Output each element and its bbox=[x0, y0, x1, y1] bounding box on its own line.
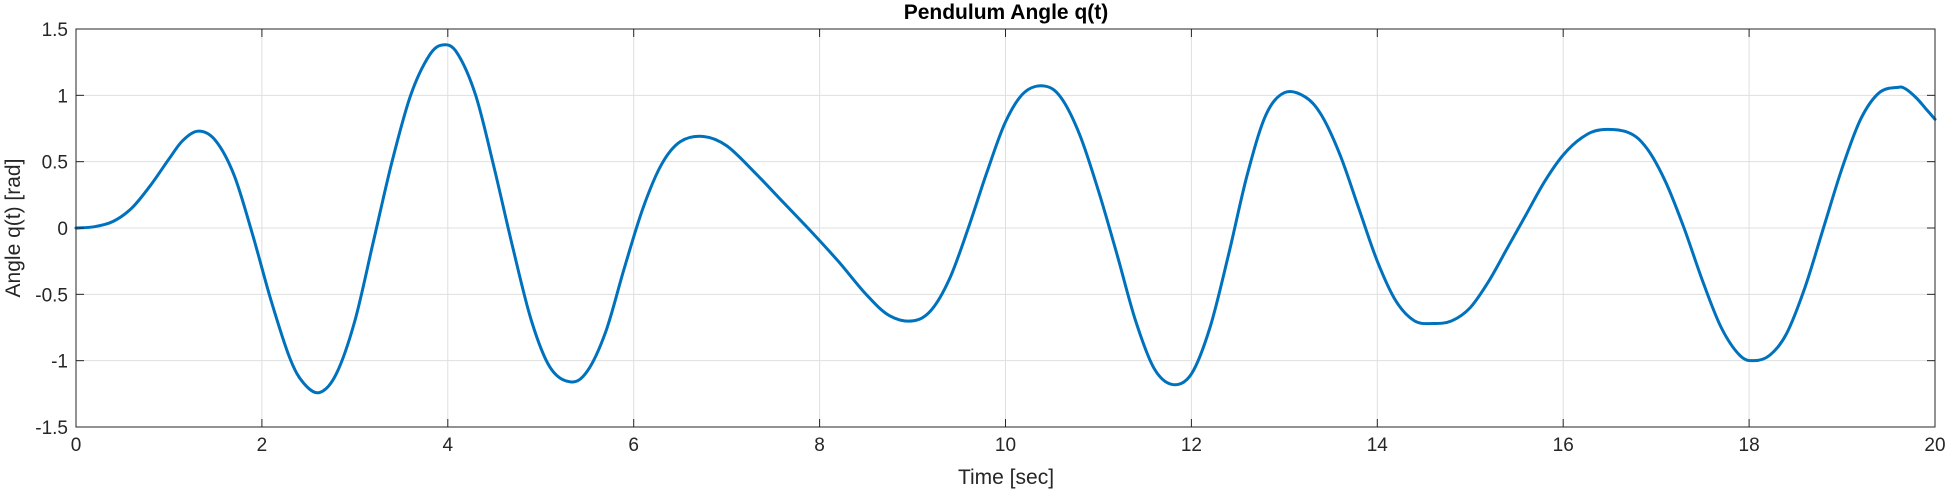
x-tick-labels: 0 2 4 6 8 10 12 14 16 18 20 bbox=[71, 435, 1946, 456]
x-axis-label: Time [sec] bbox=[958, 466, 1054, 489]
x-tick-label: 2 bbox=[257, 435, 268, 456]
chart-title: Pendulum Angle q(t) bbox=[904, 1, 1109, 24]
y-axis-label: Angle q(t) [rad] bbox=[2, 159, 25, 298]
y-tick-label: -1.5 bbox=[35, 418, 68, 439]
y-tick-label: 1 bbox=[57, 86, 68, 107]
y-tick-label: 1.5 bbox=[42, 20, 68, 41]
y-tick-labels: -1.5 -1 -0.5 0 0.5 1 1.5 bbox=[35, 20, 68, 439]
tick-layer bbox=[75, 28, 1936, 428]
y-tick-label: -0.5 bbox=[35, 285, 68, 306]
x-tick-label: 12 bbox=[1181, 435, 1202, 456]
x-tick-label: 14 bbox=[1367, 435, 1389, 456]
x-tick-label: 8 bbox=[814, 435, 825, 456]
x-tick-label: 16 bbox=[1553, 435, 1574, 456]
x-tick-label: 18 bbox=[1739, 435, 1760, 456]
x-tick-label: 20 bbox=[1924, 435, 1945, 456]
y-tick-label: 0 bbox=[57, 219, 68, 240]
x-tick-label: 6 bbox=[628, 435, 639, 456]
x-tick-label: 4 bbox=[443, 435, 454, 456]
x-tick-label: 0 bbox=[71, 435, 82, 456]
y-tick-label: -1 bbox=[51, 352, 68, 373]
angle-series-line bbox=[74, 43, 1937, 395]
x-tick-label: 10 bbox=[995, 435, 1016, 456]
y-tick-label: 0.5 bbox=[42, 153, 68, 174]
